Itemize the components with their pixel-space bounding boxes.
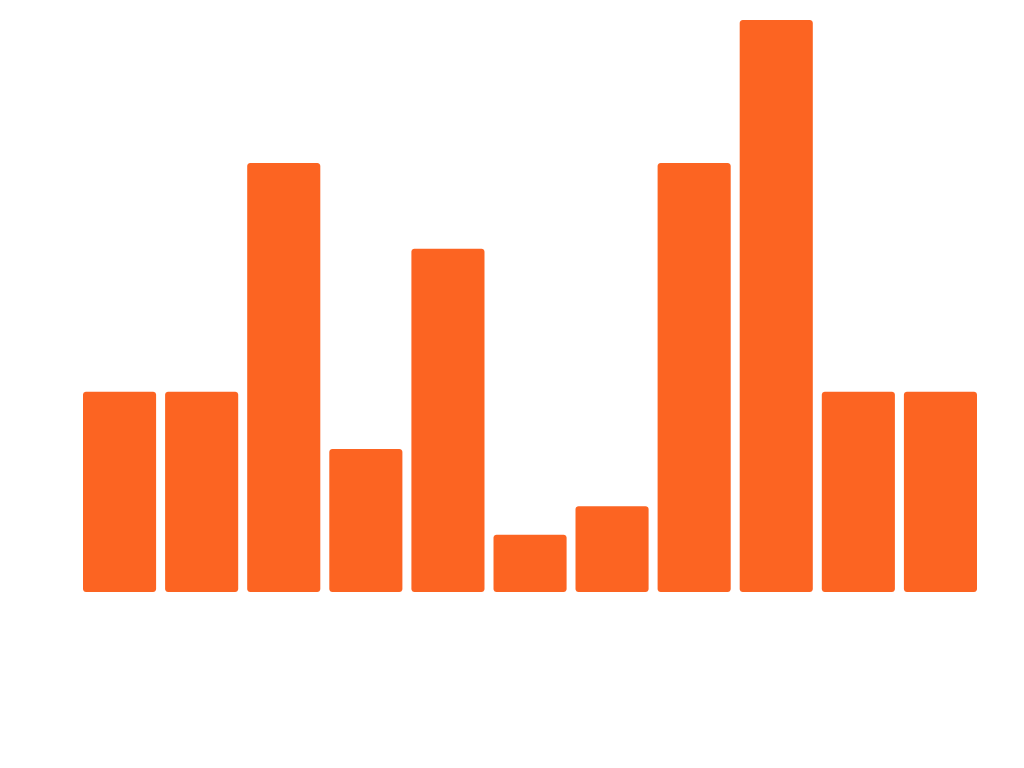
bar-7	[575, 506, 649, 592]
bar-10	[821, 391, 895, 592]
bar-11	[903, 391, 977, 592]
bars-group	[83, 20, 977, 593]
bar-3	[247, 163, 321, 592]
bar-5	[411, 248, 485, 593]
bar-8	[657, 163, 731, 592]
bar-9	[739, 20, 813, 592]
bar-6	[493, 534, 567, 592]
bar-4	[329, 449, 403, 592]
bar-1	[83, 391, 157, 592]
bar-2	[165, 391, 239, 592]
